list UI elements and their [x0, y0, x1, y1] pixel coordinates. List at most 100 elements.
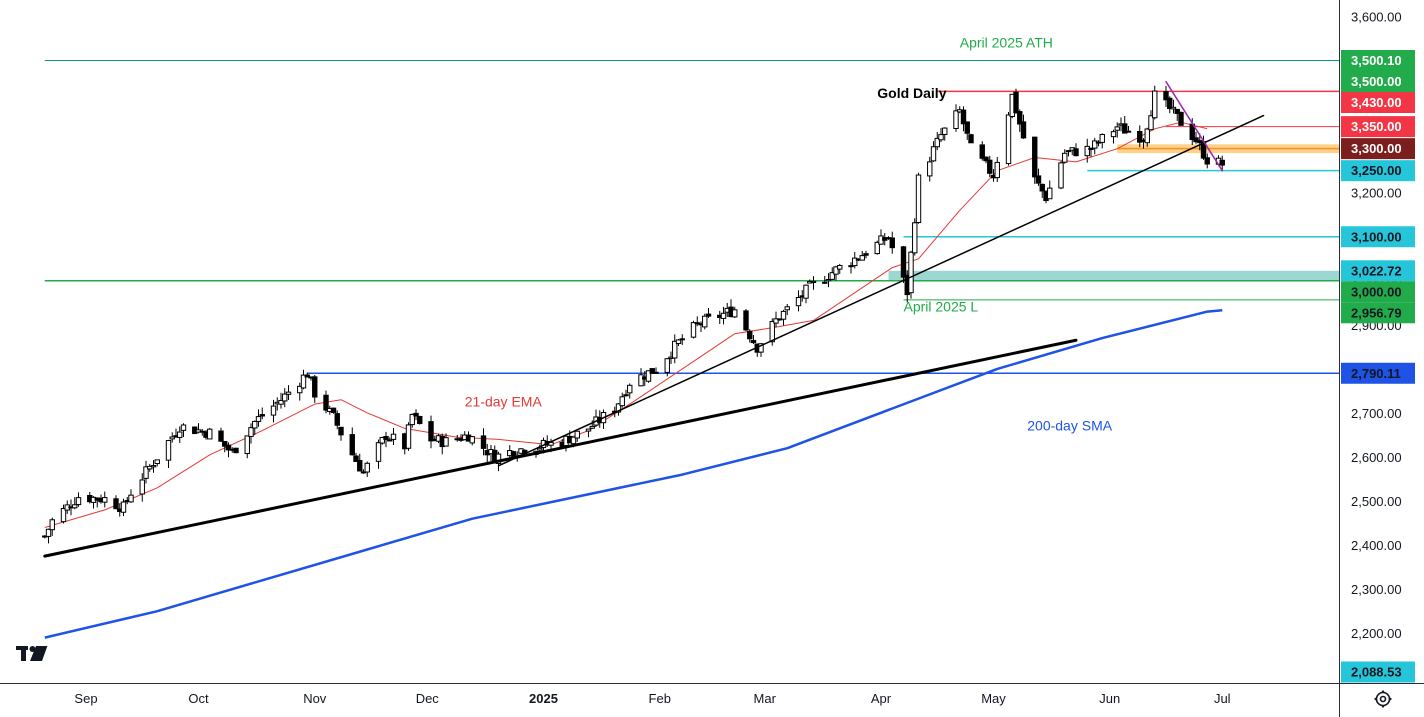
candle-6 [72, 497, 78, 510]
time-tick-label: Dec [416, 691, 440, 706]
candle-203 [1110, 129, 1117, 144]
candle-body-up [822, 281, 828, 284]
price-tag-label: 3,022.72 [1351, 263, 1402, 278]
candle-body-up [702, 315, 708, 328]
candle-168 [927, 156, 933, 182]
candle-62 [364, 461, 370, 477]
price-tag-310000: 3,100.00 [1341, 226, 1415, 248]
candle-169 [930, 141, 937, 162]
candle-body-up [387, 439, 393, 442]
candle-179 [983, 156, 989, 164]
candle-32 [207, 427, 213, 440]
candle-82 [469, 435, 475, 446]
candle-113 [638, 368, 644, 387]
candle-body-up [390, 433, 397, 440]
candle-body-down [1039, 183, 1045, 192]
price-tag-302272: 3,022.72 [1341, 260, 1415, 282]
candle-139 [773, 311, 779, 328]
candle-body-up [285, 391, 292, 395]
candle-body-up [469, 436, 475, 444]
candle-body-down [330, 407, 337, 413]
ema-21-line [44, 121, 1208, 528]
price-tick-label: 2,600.00 [1351, 450, 1402, 465]
candle-body-up [784, 306, 790, 311]
tradingview-logo-icon[interactable] [16, 646, 48, 661]
candle-body-down [900, 246, 907, 278]
candle-42 [259, 407, 265, 420]
candle-147 [810, 276, 817, 290]
price-tag-325000: 3,250.00 [1341, 160, 1415, 182]
candle-body-up [694, 322, 700, 325]
candle-body-down [510, 451, 517, 457]
candle-body-up [180, 424, 187, 431]
price-tag-bg [1341, 281, 1415, 303]
candle-24 [169, 432, 175, 443]
candle-212 [1152, 85, 1158, 120]
candle-body-up [664, 358, 670, 373]
candle-109 [615, 403, 622, 416]
candle-body-down [979, 144, 985, 159]
candle-body-down [1122, 123, 1128, 134]
price-tag-335000: 3,350.00 [1341, 116, 1415, 138]
candle-body-down [1178, 111, 1184, 126]
candle-body-up [60, 508, 67, 523]
price-zone-0 [888, 270, 1339, 281]
candle-body-up [278, 399, 284, 405]
candle-body-up [150, 465, 157, 468]
candle-173 [953, 104, 959, 132]
candle-body-up [282, 393, 288, 402]
candle-body-down [960, 109, 967, 125]
candle-199 [1088, 147, 1094, 157]
candle-2 [49, 517, 55, 536]
price-tag-bg [1341, 116, 1415, 138]
price-tag-label: 2,088.53 [1351, 665, 1402, 680]
candle-192 [1047, 180, 1053, 200]
candle-1 [45, 528, 52, 544]
candle-body-up [495, 453, 502, 464]
price-tick-label: 3,200.00 [1351, 186, 1402, 201]
time-axis[interactable]: Sep Oct Nov Dec 2025 Feb Mar Apr May Jun Jul [74, 691, 1230, 706]
candle-body-up [942, 127, 948, 135]
candle-71 [413, 409, 419, 421]
time-tick-label: Feb [649, 691, 671, 706]
candle-body-down [1020, 121, 1027, 139]
candle-body-down [1017, 111, 1023, 125]
candle-body-up [270, 405, 277, 416]
candle-111 [623, 389, 629, 397]
price-tag-label: 3,500.00 [1351, 74, 1402, 89]
candle-57 [338, 426, 344, 441]
candle-body-down [233, 447, 239, 454]
candle-224 [1219, 155, 1225, 172]
candle-body-down [428, 421, 434, 442]
candle-body-up [1005, 114, 1012, 165]
time-tick-label: Apr [871, 691, 892, 706]
candle-83 [480, 428, 487, 456]
candle-body-up [829, 272, 835, 280]
settings-gear-icon[interactable] [1374, 690, 1392, 708]
candle-152 [837, 263, 843, 275]
candle-165 [908, 250, 914, 299]
candle-19 [143, 460, 149, 484]
candle-143 [795, 290, 802, 312]
price-tag-label: 3,350.00 [1351, 119, 1402, 134]
horizontal-levels [44, 60, 1339, 375]
candle-12 [102, 491, 108, 508]
candle-body-down [705, 313, 712, 317]
trendline-0 [43, 338, 1078, 558]
candle-body-down [338, 426, 344, 436]
price-tag-label: 3,250.00 [1351, 163, 1402, 178]
candle-213 [1163, 85, 1169, 107]
candle-body-down [1088, 147, 1094, 151]
candle-body-up [720, 312, 727, 319]
candle-body-up [874, 241, 880, 255]
candle-182 [994, 157, 1000, 182]
candle-21 [150, 460, 157, 473]
candle-37 [233, 447, 239, 454]
candle-120 [672, 334, 678, 364]
candle-body-down [304, 374, 310, 378]
candle-body-up [1084, 145, 1090, 157]
candle-172 [942, 127, 948, 141]
sma-200-line [44, 309, 1223, 639]
